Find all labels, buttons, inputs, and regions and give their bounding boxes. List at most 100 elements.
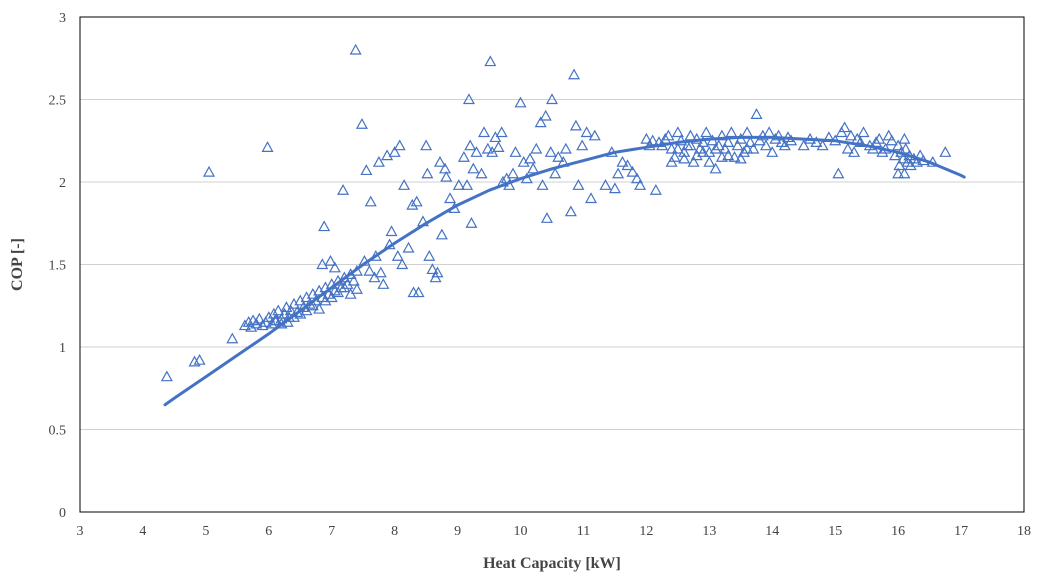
data-point xyxy=(621,159,634,171)
data-point xyxy=(452,179,465,190)
x-tick-label: 18 xyxy=(1017,524,1031,539)
data-point xyxy=(649,184,662,195)
data-point xyxy=(766,146,779,157)
x-tick-label: 3 xyxy=(77,524,84,539)
data-point xyxy=(306,299,319,311)
data-point xyxy=(202,165,216,177)
data-point xyxy=(475,167,488,179)
data-point xyxy=(435,228,448,240)
data-point xyxy=(665,155,678,167)
data-point xyxy=(857,126,870,138)
data-point xyxy=(527,162,540,174)
data-point xyxy=(440,170,453,182)
data-point xyxy=(284,304,297,316)
data-point xyxy=(406,198,419,210)
data-point xyxy=(810,136,823,147)
data-point xyxy=(709,162,722,174)
data-point xyxy=(722,136,735,147)
data-point xyxy=(402,241,415,253)
data-point xyxy=(832,167,845,179)
data-point xyxy=(559,142,572,154)
data-point xyxy=(684,139,697,151)
gridlines xyxy=(80,99,1024,430)
data-point xyxy=(465,217,478,228)
data-point xyxy=(261,141,274,152)
y-tick-label: 0.5 xyxy=(49,424,67,439)
data-point xyxy=(280,301,293,312)
data-point xyxy=(461,179,474,190)
data-point xyxy=(646,134,659,146)
x-axis-title: Heat Capacity [kW] xyxy=(483,555,621,572)
data-point xyxy=(423,250,436,261)
x-tick-label: 11 xyxy=(577,524,590,539)
data-point xyxy=(536,179,549,190)
data-point xyxy=(316,258,329,270)
data-point xyxy=(700,126,713,138)
data-point xyxy=(552,151,565,162)
data-point xyxy=(391,250,404,261)
x-tick-label: 6 xyxy=(265,524,272,539)
data-point xyxy=(530,142,543,154)
data-point xyxy=(898,167,911,179)
trendline-group xyxy=(163,135,966,407)
data-point xyxy=(697,146,710,157)
data-point xyxy=(457,151,470,162)
data-point xyxy=(671,142,684,154)
x-tick-label: 5 xyxy=(202,524,209,539)
data-point xyxy=(876,146,889,157)
data-point xyxy=(534,116,547,128)
data-point xyxy=(420,139,433,151)
data-point xyxy=(741,142,754,154)
data-point xyxy=(388,146,401,157)
data-point xyxy=(576,139,589,151)
x-tick-label: 16 xyxy=(891,524,905,539)
data-point xyxy=(398,179,411,190)
plot-area-border xyxy=(79,16,1025,513)
data-point xyxy=(662,129,675,141)
data-point xyxy=(885,134,898,146)
data-point xyxy=(407,286,420,298)
x-tick-label: 17 xyxy=(954,524,968,539)
data-point xyxy=(744,136,757,147)
data-point xyxy=(734,152,747,164)
data-point xyxy=(616,155,629,167)
data-point xyxy=(737,146,750,157)
data-point xyxy=(634,179,647,190)
data-point xyxy=(545,93,559,105)
data-point xyxy=(747,142,760,154)
data-point xyxy=(226,332,239,344)
data-point xyxy=(160,370,173,382)
data-point xyxy=(431,266,444,278)
data-point xyxy=(569,119,582,131)
data-points xyxy=(160,43,952,382)
data-point xyxy=(899,142,912,154)
data-point xyxy=(630,172,643,184)
data-point xyxy=(854,136,867,147)
data-point xyxy=(544,146,557,157)
data-point xyxy=(272,304,285,316)
data-point xyxy=(347,274,360,286)
data-point xyxy=(687,155,700,167)
y-tick-label: 2 xyxy=(59,176,66,191)
data-point xyxy=(374,266,387,278)
data-point xyxy=(338,281,351,293)
data-point xyxy=(377,278,390,289)
data-point xyxy=(540,212,553,223)
x-tick-label: 12 xyxy=(639,524,653,539)
data-point xyxy=(690,132,703,144)
y-tick-label: 0 xyxy=(59,506,66,521)
data-point xyxy=(410,195,423,207)
data-point xyxy=(523,152,536,164)
data-point xyxy=(759,139,772,151)
data-point xyxy=(385,225,398,237)
data-point xyxy=(741,126,754,138)
x-tick-labels: 3 4 5 6 7 8 9 10 11 12 13 14 15 16 17 18 xyxy=(77,524,1032,539)
data-point xyxy=(426,263,439,275)
data-point xyxy=(608,182,621,194)
y-tick-label: 2.5 xyxy=(49,94,67,109)
data-point xyxy=(580,126,593,138)
data-point xyxy=(898,132,911,144)
data-point xyxy=(816,139,829,151)
data-point xyxy=(364,195,377,207)
